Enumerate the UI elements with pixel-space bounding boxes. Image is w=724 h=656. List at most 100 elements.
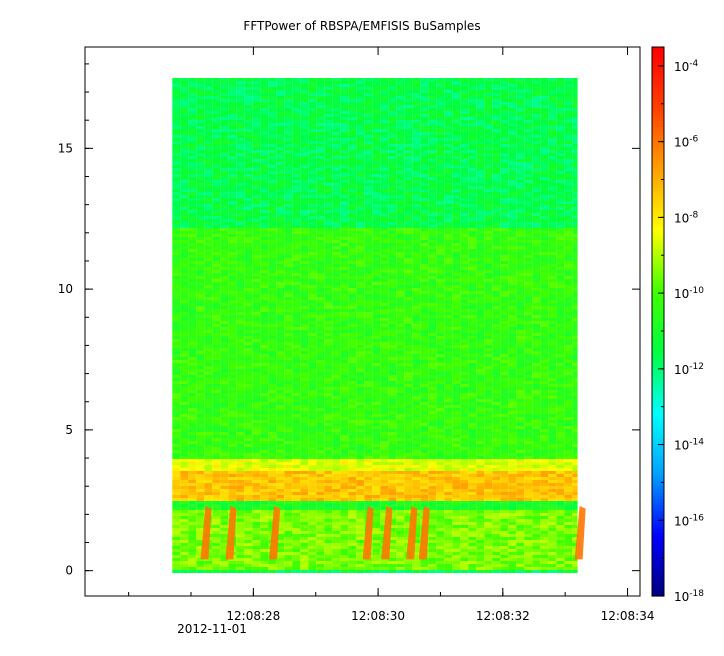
heatmap-cell <box>332 264 341 267</box>
heatmap-cell <box>220 123 229 126</box>
heatmap-cell <box>228 123 237 126</box>
heatmap-cell <box>516 177 525 180</box>
heatmap-cell <box>236 327 245 330</box>
heatmap-cell <box>516 264 525 267</box>
heatmap-cell <box>228 120 237 123</box>
heatmap-cell <box>204 174 213 177</box>
heatmap-cell <box>212 324 221 327</box>
heatmap-cell <box>316 213 325 216</box>
heatmap-cell <box>444 162 453 165</box>
heatmap-cell <box>228 141 237 144</box>
heatmap-cell <box>324 150 333 153</box>
heatmap-cell <box>204 168 213 171</box>
heatmap-cell <box>564 360 573 363</box>
heatmap-cell <box>404 234 413 237</box>
heatmap-cell <box>396 81 405 84</box>
heatmap-cell <box>348 180 357 183</box>
heatmap-cell <box>180 273 189 276</box>
heatmap-cell <box>516 291 525 294</box>
heatmap-cell <box>572 324 578 327</box>
heatmap-cell <box>532 195 541 198</box>
heatmap-cell <box>268 267 277 270</box>
heatmap-cell <box>532 177 541 180</box>
heatmap-cell <box>372 147 381 150</box>
heatmap-cell <box>492 120 501 123</box>
heatmap-cell <box>500 138 509 141</box>
heatmap-cell <box>172 126 181 129</box>
heatmap-cell <box>220 150 229 153</box>
heatmap-cell <box>308 111 317 114</box>
heatmap-cell <box>252 129 261 132</box>
heatmap-cell <box>564 108 573 111</box>
heatmap-cell <box>540 276 549 279</box>
heatmap-cell <box>508 339 517 342</box>
heatmap-cell <box>228 105 237 108</box>
heatmap-cell <box>468 105 477 108</box>
heatmap-cell <box>364 132 373 135</box>
heatmap-cell <box>444 153 453 156</box>
heatmap-cell <box>380 84 389 87</box>
heatmap-cell <box>460 369 469 372</box>
heatmap-cell <box>444 213 453 216</box>
heatmap-cell <box>556 216 565 219</box>
heatmap-cell <box>452 267 461 270</box>
heatmap-cell <box>396 222 405 225</box>
heatmap-cell <box>348 129 357 132</box>
heatmap-cell <box>508 228 517 231</box>
heatmap-cell <box>468 204 477 207</box>
heatmap-cell <box>404 228 413 231</box>
heatmap-cell <box>236 225 245 228</box>
heatmap-cell <box>236 210 245 213</box>
heatmap-cell <box>212 78 221 81</box>
heatmap-cell <box>420 147 429 150</box>
heatmap-cell <box>236 171 245 174</box>
heatmap-cell <box>412 288 421 291</box>
heatmap-cell <box>204 120 213 123</box>
heatmap-cell <box>188 159 197 162</box>
heatmap-cell <box>404 144 413 147</box>
heatmap-cell <box>444 237 453 240</box>
heatmap-cell <box>180 189 189 192</box>
heatmap-cell <box>244 360 253 363</box>
heatmap-cell <box>276 333 285 336</box>
heatmap-cell <box>268 99 277 102</box>
heatmap-cell <box>444 156 453 159</box>
heatmap-cell <box>276 84 285 87</box>
heatmap-cell <box>324 225 333 228</box>
heatmap-cell <box>396 267 405 270</box>
heatmap-cell <box>452 81 461 84</box>
heatmap-cell <box>180 312 189 315</box>
heatmap-cell <box>204 204 213 207</box>
heatmap-cell <box>428 306 437 309</box>
heatmap-cell <box>268 318 277 321</box>
heatmap-cell <box>492 111 501 114</box>
heatmap-cell <box>332 222 341 225</box>
heatmap-cell <box>300 165 309 168</box>
heatmap-cell <box>508 114 517 117</box>
heatmap-cell <box>436 186 445 189</box>
heatmap-cell <box>332 354 341 357</box>
heatmap-cell <box>244 363 253 366</box>
heatmap-cell <box>468 252 477 255</box>
heatmap-cell <box>220 327 229 330</box>
heatmap-cell <box>500 162 509 165</box>
heatmap-cell <box>300 336 309 339</box>
heatmap-cell <box>228 261 237 264</box>
heatmap-cell <box>388 168 397 171</box>
heatmap-cell <box>468 174 477 177</box>
heatmap-cell <box>300 342 309 345</box>
heatmap-cell <box>276 99 285 102</box>
heatmap-cell <box>244 279 253 282</box>
heatmap-cell <box>428 318 437 321</box>
heatmap-cell <box>204 186 213 189</box>
heatmap-cell <box>348 177 357 180</box>
heatmap-cell <box>276 300 285 303</box>
heatmap-cell <box>196 99 205 102</box>
heatmap-cell <box>244 246 253 249</box>
heatmap-cell <box>484 114 493 117</box>
heatmap-cell <box>444 270 453 273</box>
heatmap-cell <box>212 201 221 204</box>
heatmap-cell <box>388 138 397 141</box>
heatmap-cell <box>436 189 445 192</box>
heatmap-cell <box>364 141 373 144</box>
